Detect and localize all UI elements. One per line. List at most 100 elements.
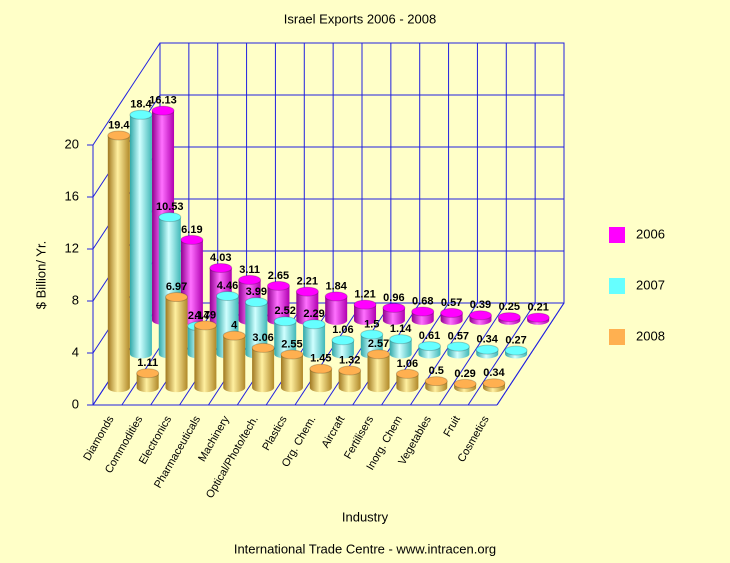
bar [395,368,419,393]
y-tick-label: 0 [72,396,79,411]
bar [353,299,377,325]
bar-top [411,306,435,317]
value-label: 1.32 [339,354,360,366]
bar-body [382,307,405,325]
bar-top [418,341,441,352]
bar-top [453,378,477,389]
bar-top [180,234,204,245]
bar [309,363,333,393]
bar-body [296,291,319,325]
value-label: 1.14 [390,323,412,335]
floor-line [294,302,363,406]
bar [453,378,477,393]
grid-line [92,42,161,146]
bar [295,286,319,325]
bar-body [129,114,152,359]
value-label: 0.27 [505,334,526,346]
bar [446,341,470,359]
value-label: 3.99 [246,286,267,298]
legend-swatch [609,329,625,345]
value-label: 4.03 [210,252,231,264]
value-label: 10.53 [156,201,184,213]
floor-line [381,302,449,406]
bar [382,302,406,325]
bar-body [325,296,348,325]
bar-top [151,105,175,116]
bar-top [309,363,333,374]
legend-swatch [609,278,625,294]
bar [302,319,326,359]
legend-swatch [609,227,625,243]
value-label: 19.4 [108,119,130,131]
bar-body [367,354,390,393]
floor-line [410,302,478,406]
y-tick-label: 20 [65,136,79,151]
value-label: 2.21 [297,276,318,288]
bar-top [222,330,246,341]
bar-top [331,335,355,346]
bar [129,109,153,359]
value-label: 0.34 [483,367,505,379]
x-tick-label: Plastics [260,414,290,453]
bar-top [244,297,268,308]
bar [468,310,492,325]
y-tick-label: 16 [65,188,79,203]
value-label: 1.84 [325,280,347,292]
bar [324,291,348,325]
bar-top [302,319,326,330]
y-axis-label: $ Billion/ Yr. [33,241,48,309]
bar-top [440,307,464,318]
bar [475,344,499,359]
bar-top [338,365,362,376]
bar-top [193,320,217,331]
value-label: 2.29 [303,308,324,320]
bar [411,306,435,325]
bar-top [251,342,275,353]
value-label: 1.06 [397,358,418,370]
x-tick-label: Optical/Photo/tech. [204,414,261,500]
y-tick-label: 8 [72,292,79,307]
floor-line [438,302,507,406]
bar-body [280,354,303,393]
bar-top [482,378,506,389]
bar-top [424,376,448,387]
bar-body [267,285,290,325]
bar-top [273,316,297,327]
bar [222,330,246,393]
bar [266,280,290,325]
bar [107,130,131,393]
value-label: 3.06 [252,332,273,344]
value-label: 0.96 [383,292,404,304]
bar-body [338,370,361,393]
bar [280,349,304,393]
bar-top [497,312,521,323]
value-label: 0.21 [527,302,548,314]
bar [418,341,441,359]
value-label: 4 [231,320,238,332]
bar-top [395,368,419,379]
bar-top [107,130,131,141]
bar-body [396,373,419,393]
bar-top [165,292,189,303]
x-tick-label: Aircraft [320,414,348,450]
bar-body [165,297,188,393]
bar-top [446,341,470,352]
chart-title: Israel Exports 2006 - 2008 [284,11,436,26]
value-label: 4.46 [217,280,238,292]
bar-body [354,304,377,325]
bar-top [295,286,319,297]
value-label: 1.45 [310,353,331,365]
x-axis-label: Industry [342,509,389,524]
bar-top [382,302,406,313]
bar-body [252,347,275,393]
bar [389,334,413,359]
bar-body [309,368,332,393]
floor-right [496,302,565,406]
bar [504,345,528,359]
bar [251,342,275,393]
bar-body [194,325,217,393]
value-label: 1.5 [364,318,379,330]
x-tick-label: Fruit [441,414,462,439]
bar-top [367,349,391,360]
bar-top [504,345,528,356]
